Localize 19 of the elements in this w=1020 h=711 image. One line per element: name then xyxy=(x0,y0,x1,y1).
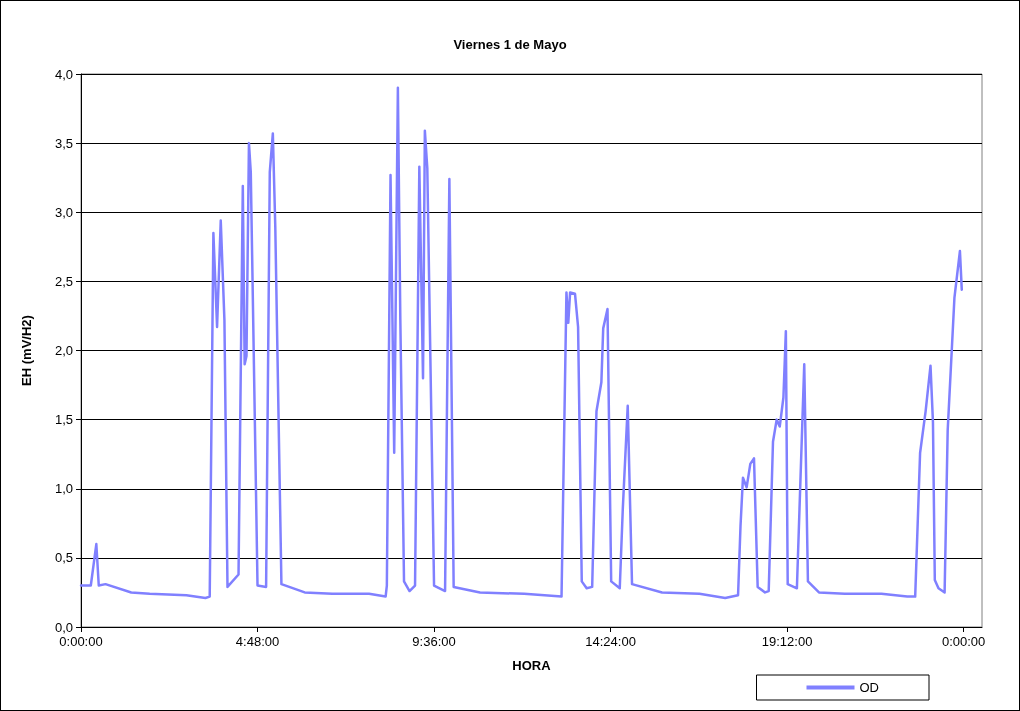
y-tick-label: 1,5 xyxy=(54,412,73,428)
legend-label: OD xyxy=(859,680,879,695)
x-tick-label: 4:48:00 xyxy=(235,634,280,649)
x-tick-label: 19:12:00 xyxy=(761,634,813,649)
x-axis-title: HORA xyxy=(512,658,552,673)
y-tick-label: 0,0 xyxy=(54,619,73,635)
y-tick-label: 0,5 xyxy=(54,550,73,566)
x-tick-label: 0:00:00 xyxy=(941,634,986,649)
x-tick-label: 14:24:00 xyxy=(585,634,636,649)
y-tick-label: 2,5 xyxy=(54,273,73,289)
y-tick-label: 2,0 xyxy=(54,343,73,358)
chart-title: Viernes 1 de Mayo xyxy=(453,37,567,52)
y-tick-label: 3,5 xyxy=(54,135,73,151)
x-tick-label: 0:00:00 xyxy=(59,634,103,649)
y-tick-label: 4,0 xyxy=(54,66,73,82)
x-tick-label: 9:36:00 xyxy=(412,634,456,649)
y-axis-title: EH (mV/H2) xyxy=(19,315,34,386)
y-tick-label: 3,0 xyxy=(54,204,73,220)
y-tick-label: 1,0 xyxy=(54,481,73,497)
